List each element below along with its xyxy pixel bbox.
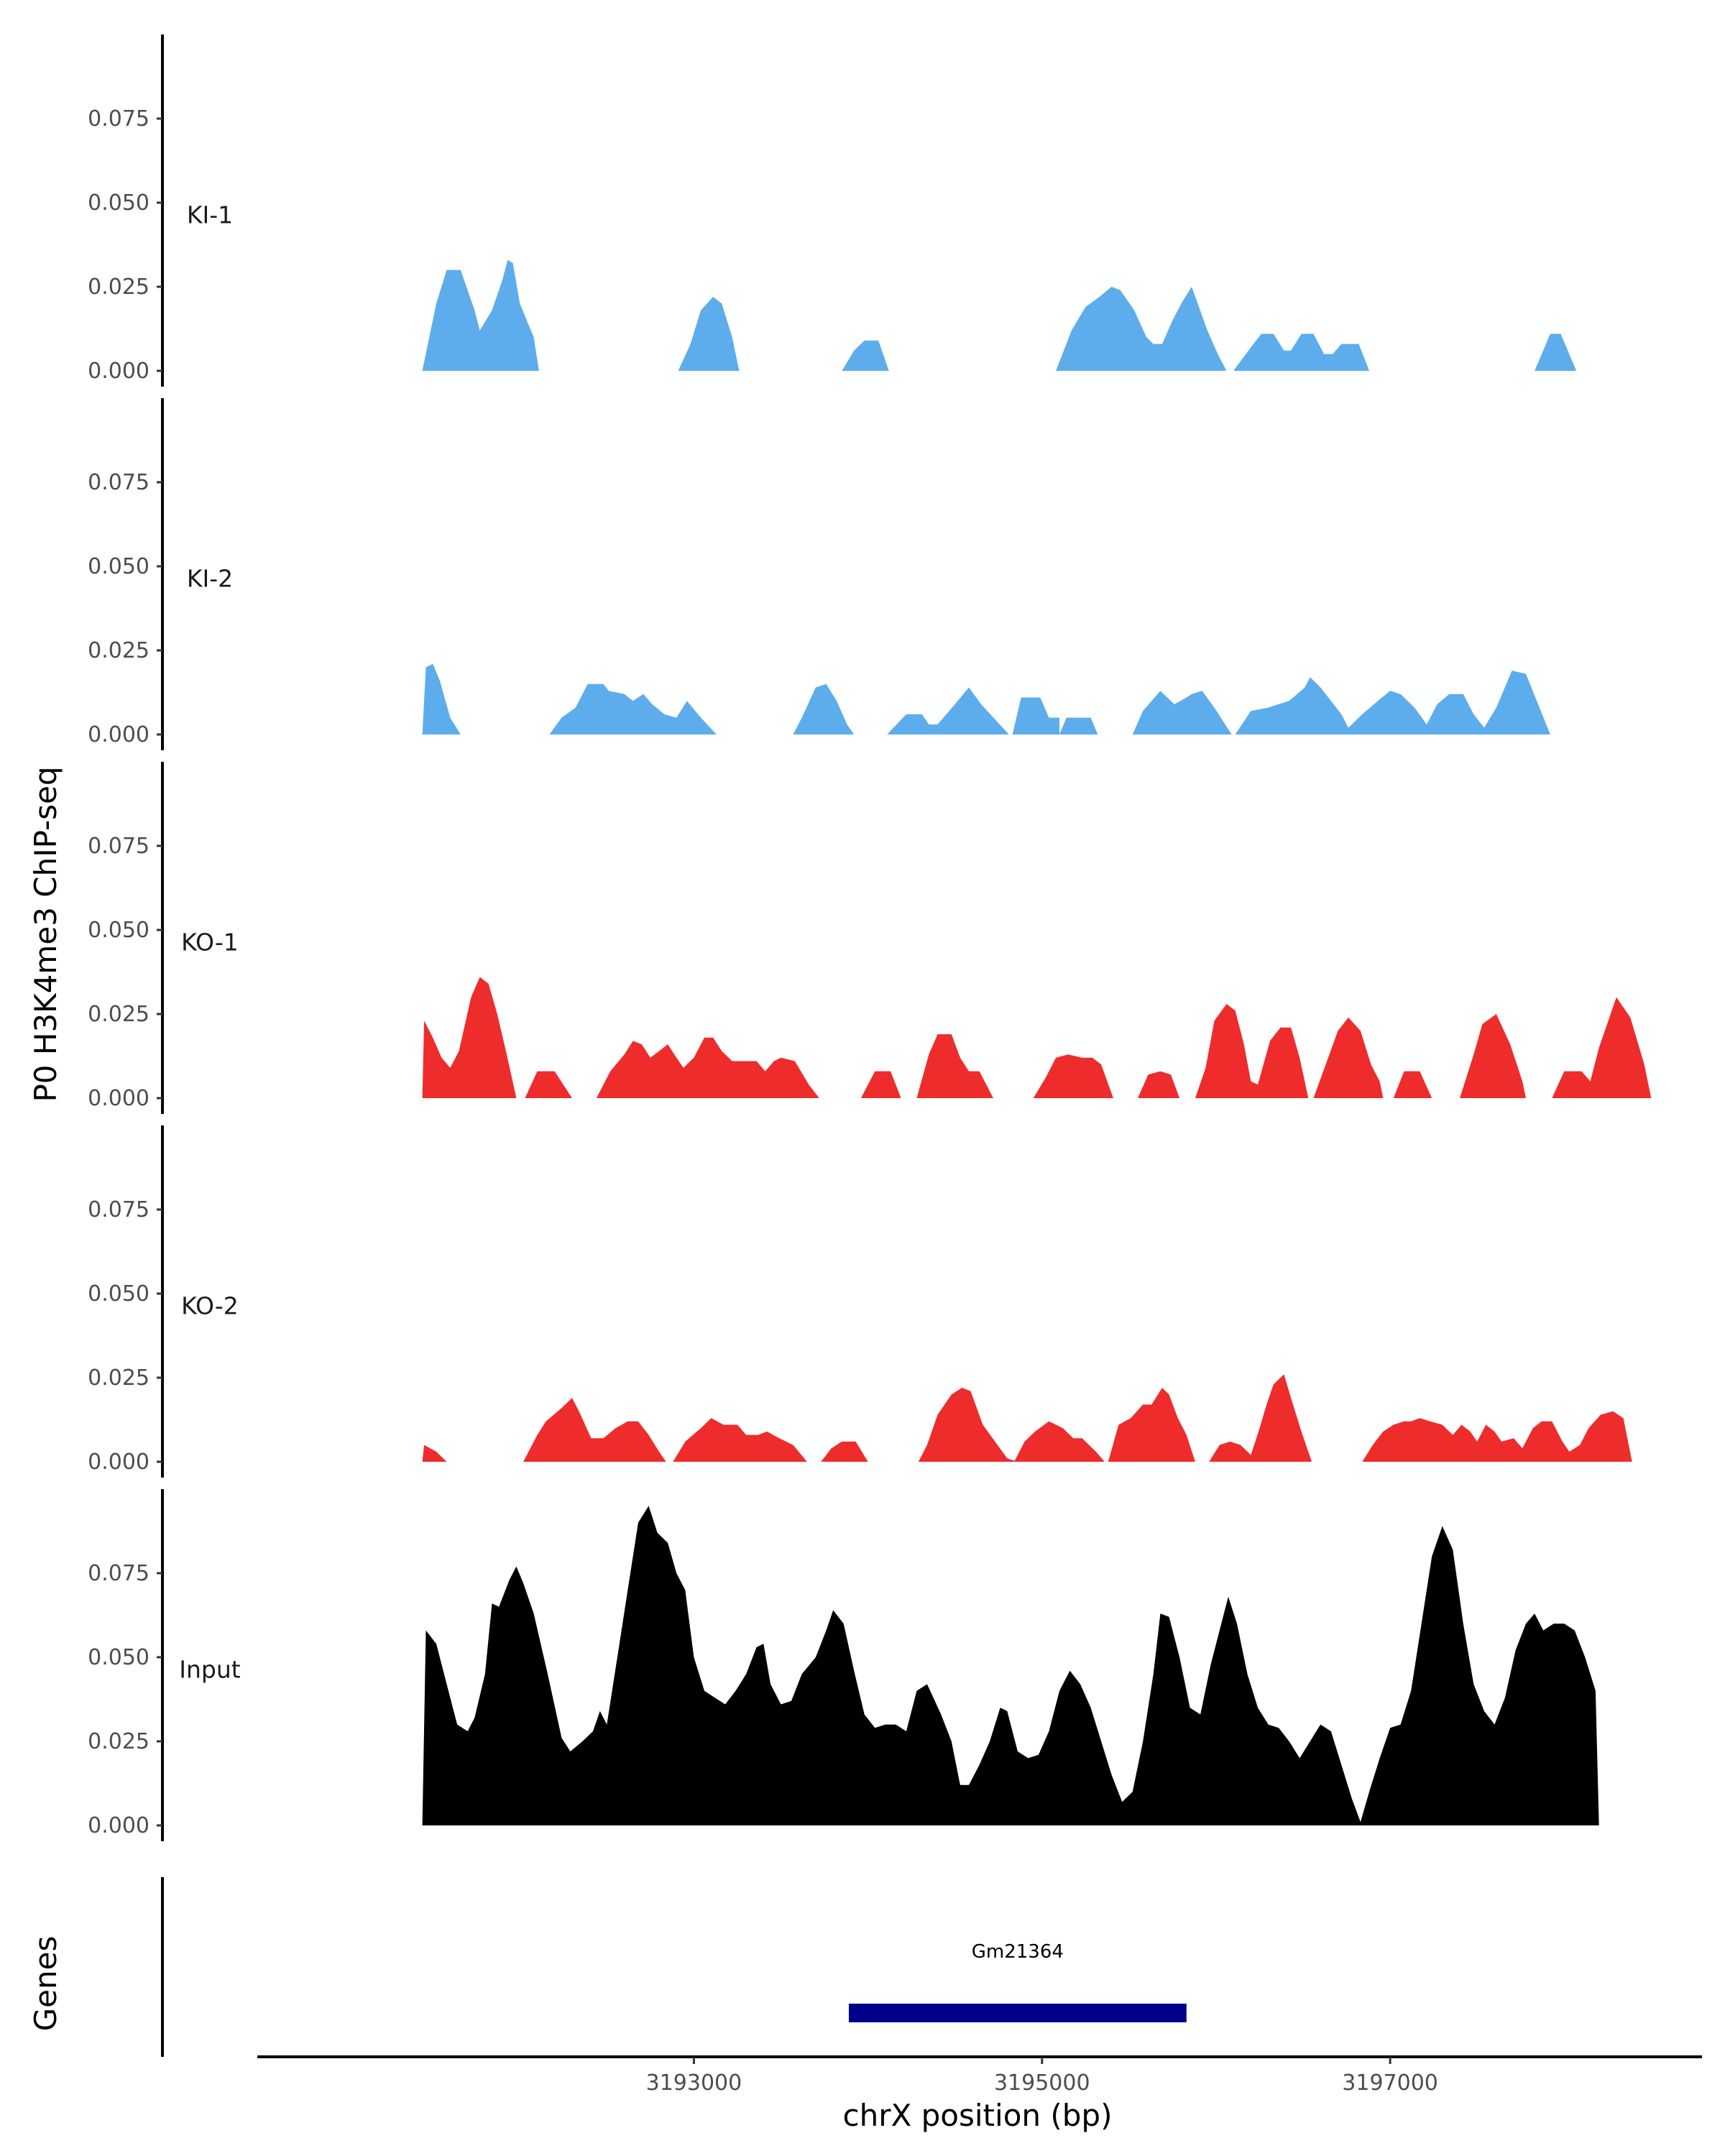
signal-area [1535,333,1577,371]
signal-area [673,1418,807,1462]
y-tick-label: 0.025 [88,1002,150,1027]
x-tick-label: 3195000 [994,2070,1090,2096]
y-tick-label: 0.050 [88,554,150,579]
signal-area [1132,691,1232,734]
signal-area [860,1071,901,1098]
track-ki-1: 0.000 0.025 0.050 0.075 KI-1 [88,34,1577,387]
signal-area [1014,1421,1105,1462]
y-tick-label: 0.000 [88,359,150,384]
gene-label: Gm21364 [972,1941,1064,1963]
y-tick-label: 0.000 [88,1813,150,1838]
signal-area [1033,1054,1113,1098]
signal-area [1552,997,1652,1098]
track-label-ki-2: KI-2 [187,564,233,592]
y-tick-label: 0.025 [88,1365,150,1391]
signal-area [1195,1004,1309,1098]
signal-area [596,1037,819,1098]
track-label-ko-1: KO-1 [181,928,239,956]
y-tick-label: 0.000 [88,1450,150,1475]
gene-bar [848,2004,1187,2022]
track-ko-1: 0.000 0.025 0.050 0.075 KO-1 [88,762,1652,1114]
signal-area [821,1441,868,1462]
y-tick-label: 0.050 [88,1645,150,1670]
signal-area [422,663,461,734]
signal-area [525,1071,572,1098]
y-tick-label: 0.075 [88,470,150,495]
signal-area [1362,1411,1632,1462]
y-tick-label: 0.025 [88,638,150,663]
signal-area [887,687,1009,734]
signal-area [1108,1388,1195,1462]
signal-area [549,683,717,734]
y-tick-label: 0.050 [88,190,150,216]
signal-area [678,297,740,371]
y-tick-label: 0.000 [88,1086,150,1111]
y-tick-label: 0.025 [88,275,150,300]
y-tick-label: 0.050 [88,1281,150,1307]
x-axis-title: chrX position (bp) [843,2098,1113,2133]
signal-area [1138,1071,1180,1098]
signal-area [1233,333,1369,371]
y-tick-label: 0.075 [88,106,150,132]
track-label-ki-1: KI-1 [187,201,233,229]
signal-area [1012,697,1059,734]
signal-area [1393,1071,1432,1098]
tracks-layer: 0.0000.0250.0500.075KI-10.0000.0250.0500… [88,34,1652,1841]
track-input: 0.000 0.025 0.050 0.075 Input [88,1489,1599,1841]
genes-axis-title: Genes [28,1936,63,2032]
signal-area [1313,1017,1384,1098]
signal-area [793,683,855,734]
y-tick-label: 0.075 [88,1561,150,1586]
signal-area [1056,287,1227,371]
signal-area [1059,717,1098,734]
x-tick-label: 3193000 [646,2070,742,2096]
y-tick-label: 0.025 [88,1729,150,1754]
track-label-ko-2: KO-2 [181,1291,239,1319]
y-tick-label: 0.075 [88,834,150,859]
track-ko-2: 0.000 0.025 0.050 0.075 KO-2 [88,1125,1632,1478]
y-tick-label: 0.050 [88,918,150,943]
signal-area [916,1034,993,1098]
signal-area [918,1388,1018,1462]
signal-area [842,340,889,371]
genes-panel: Gm21364 [161,1877,1187,2057]
signal-area [422,977,517,1098]
x-axis: 3193000 3195000 3197000 [257,2055,1702,2096]
signal-area [422,1506,1599,1825]
track-ki-2: 0.000 0.025 0.050 0.075 KI-2 [88,398,1550,750]
y-tick-label: 0.075 [88,1197,150,1222]
signal-area [1460,1014,1526,1098]
signal-area [422,259,539,371]
signal-area [422,1445,447,1462]
signal-area [1235,671,1550,734]
track-label-input: Input [179,1655,241,1683]
y-axis-title: P0 H3K4me3 ChIP-seq [28,766,63,1102]
x-tick-label: 3197000 [1342,2070,1438,2096]
y-tick-label: 0.000 [88,722,150,747]
signal-area [1209,1374,1312,1462]
signal-area [523,1398,666,1462]
